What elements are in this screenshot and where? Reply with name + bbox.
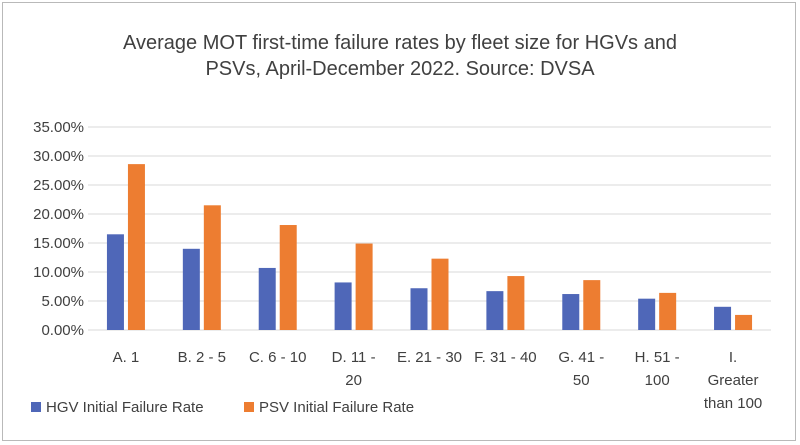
y-tick-label: 10.00% (33, 264, 84, 281)
x-tick-label: B. 2 - 5 (178, 349, 226, 366)
x-tick-label-line: G. 41 - (558, 349, 604, 366)
y-tick-label: 30.00% (33, 148, 84, 165)
legend-swatch (31, 402, 41, 412)
bar-hgv (334, 282, 352, 330)
gridlines (88, 126, 771, 331)
x-tick-label-line: than 100 (704, 395, 762, 412)
y-tick-label: 0.00% (41, 322, 84, 339)
x-tick-label-line: B. 2 - 5 (178, 349, 226, 366)
x-tick-label: H. 51 - 100 (635, 349, 680, 389)
bar-hgv (258, 267, 276, 330)
y-tick-label: 15.00% (33, 235, 84, 252)
legend-swatch (244, 402, 254, 412)
x-tick-label-line: A. 1 (113, 349, 140, 366)
bar-hgv (410, 288, 428, 330)
x-tick-label-line: E. 21 - 30 (397, 349, 462, 366)
x-tick-label-line: I. (729, 349, 737, 366)
bar-psv (735, 314, 753, 330)
chart-title-line: PSVs, April-December 2022. Source: DVSA (205, 58, 595, 80)
bar-psv (203, 205, 221, 330)
chart-title-line: Average MOT first-time failure rates by … (123, 32, 677, 54)
x-tick-label: A. 1 (113, 349, 140, 366)
x-tick-label-line: 100 (645, 372, 670, 389)
x-tick-label: F. 31 - 40 (474, 349, 537, 366)
y-tick-label: 20.00% (33, 206, 84, 223)
x-tick-label-line: Greater (708, 372, 759, 389)
y-axis-ticks: 0.00% 5.00% 10.00% 15.00% 20.00% 25.00% 30.00%… (33, 119, 84, 339)
bar-psv (583, 280, 601, 330)
x-tick-label-line: 20 (345, 372, 362, 389)
bar-chart: Average MOT first-time failure rates by … (31, 32, 771, 416)
y-tick-label: 35.00% (33, 119, 84, 136)
bar-psv (127, 164, 145, 330)
bar-hgv (638, 298, 656, 330)
chart-title: Average MOT first-time failure rates by … (123, 32, 677, 80)
x-tick-label-line: C. 6 - 10 (249, 349, 307, 366)
bar-psv (355, 243, 373, 330)
bars (106, 164, 753, 330)
x-tick-label-line: F. 31 - 40 (474, 349, 537, 366)
x-tick-label: D. 11 - 20 (332, 349, 376, 389)
x-tick-label-line: 50 (573, 372, 590, 389)
bar-hgv (714, 306, 732, 330)
y-tick-label: 25.00% (33, 177, 84, 194)
chart-frame: Average MOT first-time failure rates by … (2, 2, 796, 441)
x-tick-label: E. 21 - 30 (397, 349, 462, 366)
bar-psv (279, 225, 297, 330)
legend: HGV Initial Failure Rate PSV Initial Fail… (31, 399, 414, 416)
y-tick-label: 5.00% (41, 293, 84, 310)
legend-label: PSV Initial Failure Rate (259, 399, 414, 416)
x-tick-label: I. Greater than 100 (704, 349, 762, 412)
x-tick-label-line: H. 51 - (635, 349, 680, 366)
bar-psv (431, 258, 449, 330)
x-tick-label: C. 6 - 10 (249, 349, 307, 366)
x-axis-ticks: A. 1 B. 2 - 5 C. 6 - 10 D. 11 - 20 E. 21 - 30… (113, 349, 763, 412)
x-tick-label-line: D. 11 - (332, 349, 376, 366)
bar-hgv (106, 234, 124, 330)
legend-label: HGV Initial Failure Rate (46, 399, 204, 416)
bar-hgv (562, 294, 580, 330)
bar-hgv (486, 291, 504, 330)
bar-hgv (182, 248, 200, 330)
bar-psv (659, 292, 677, 330)
x-tick-label: G. 41 - 50 (558, 349, 604, 389)
bar-psv (507, 276, 525, 330)
